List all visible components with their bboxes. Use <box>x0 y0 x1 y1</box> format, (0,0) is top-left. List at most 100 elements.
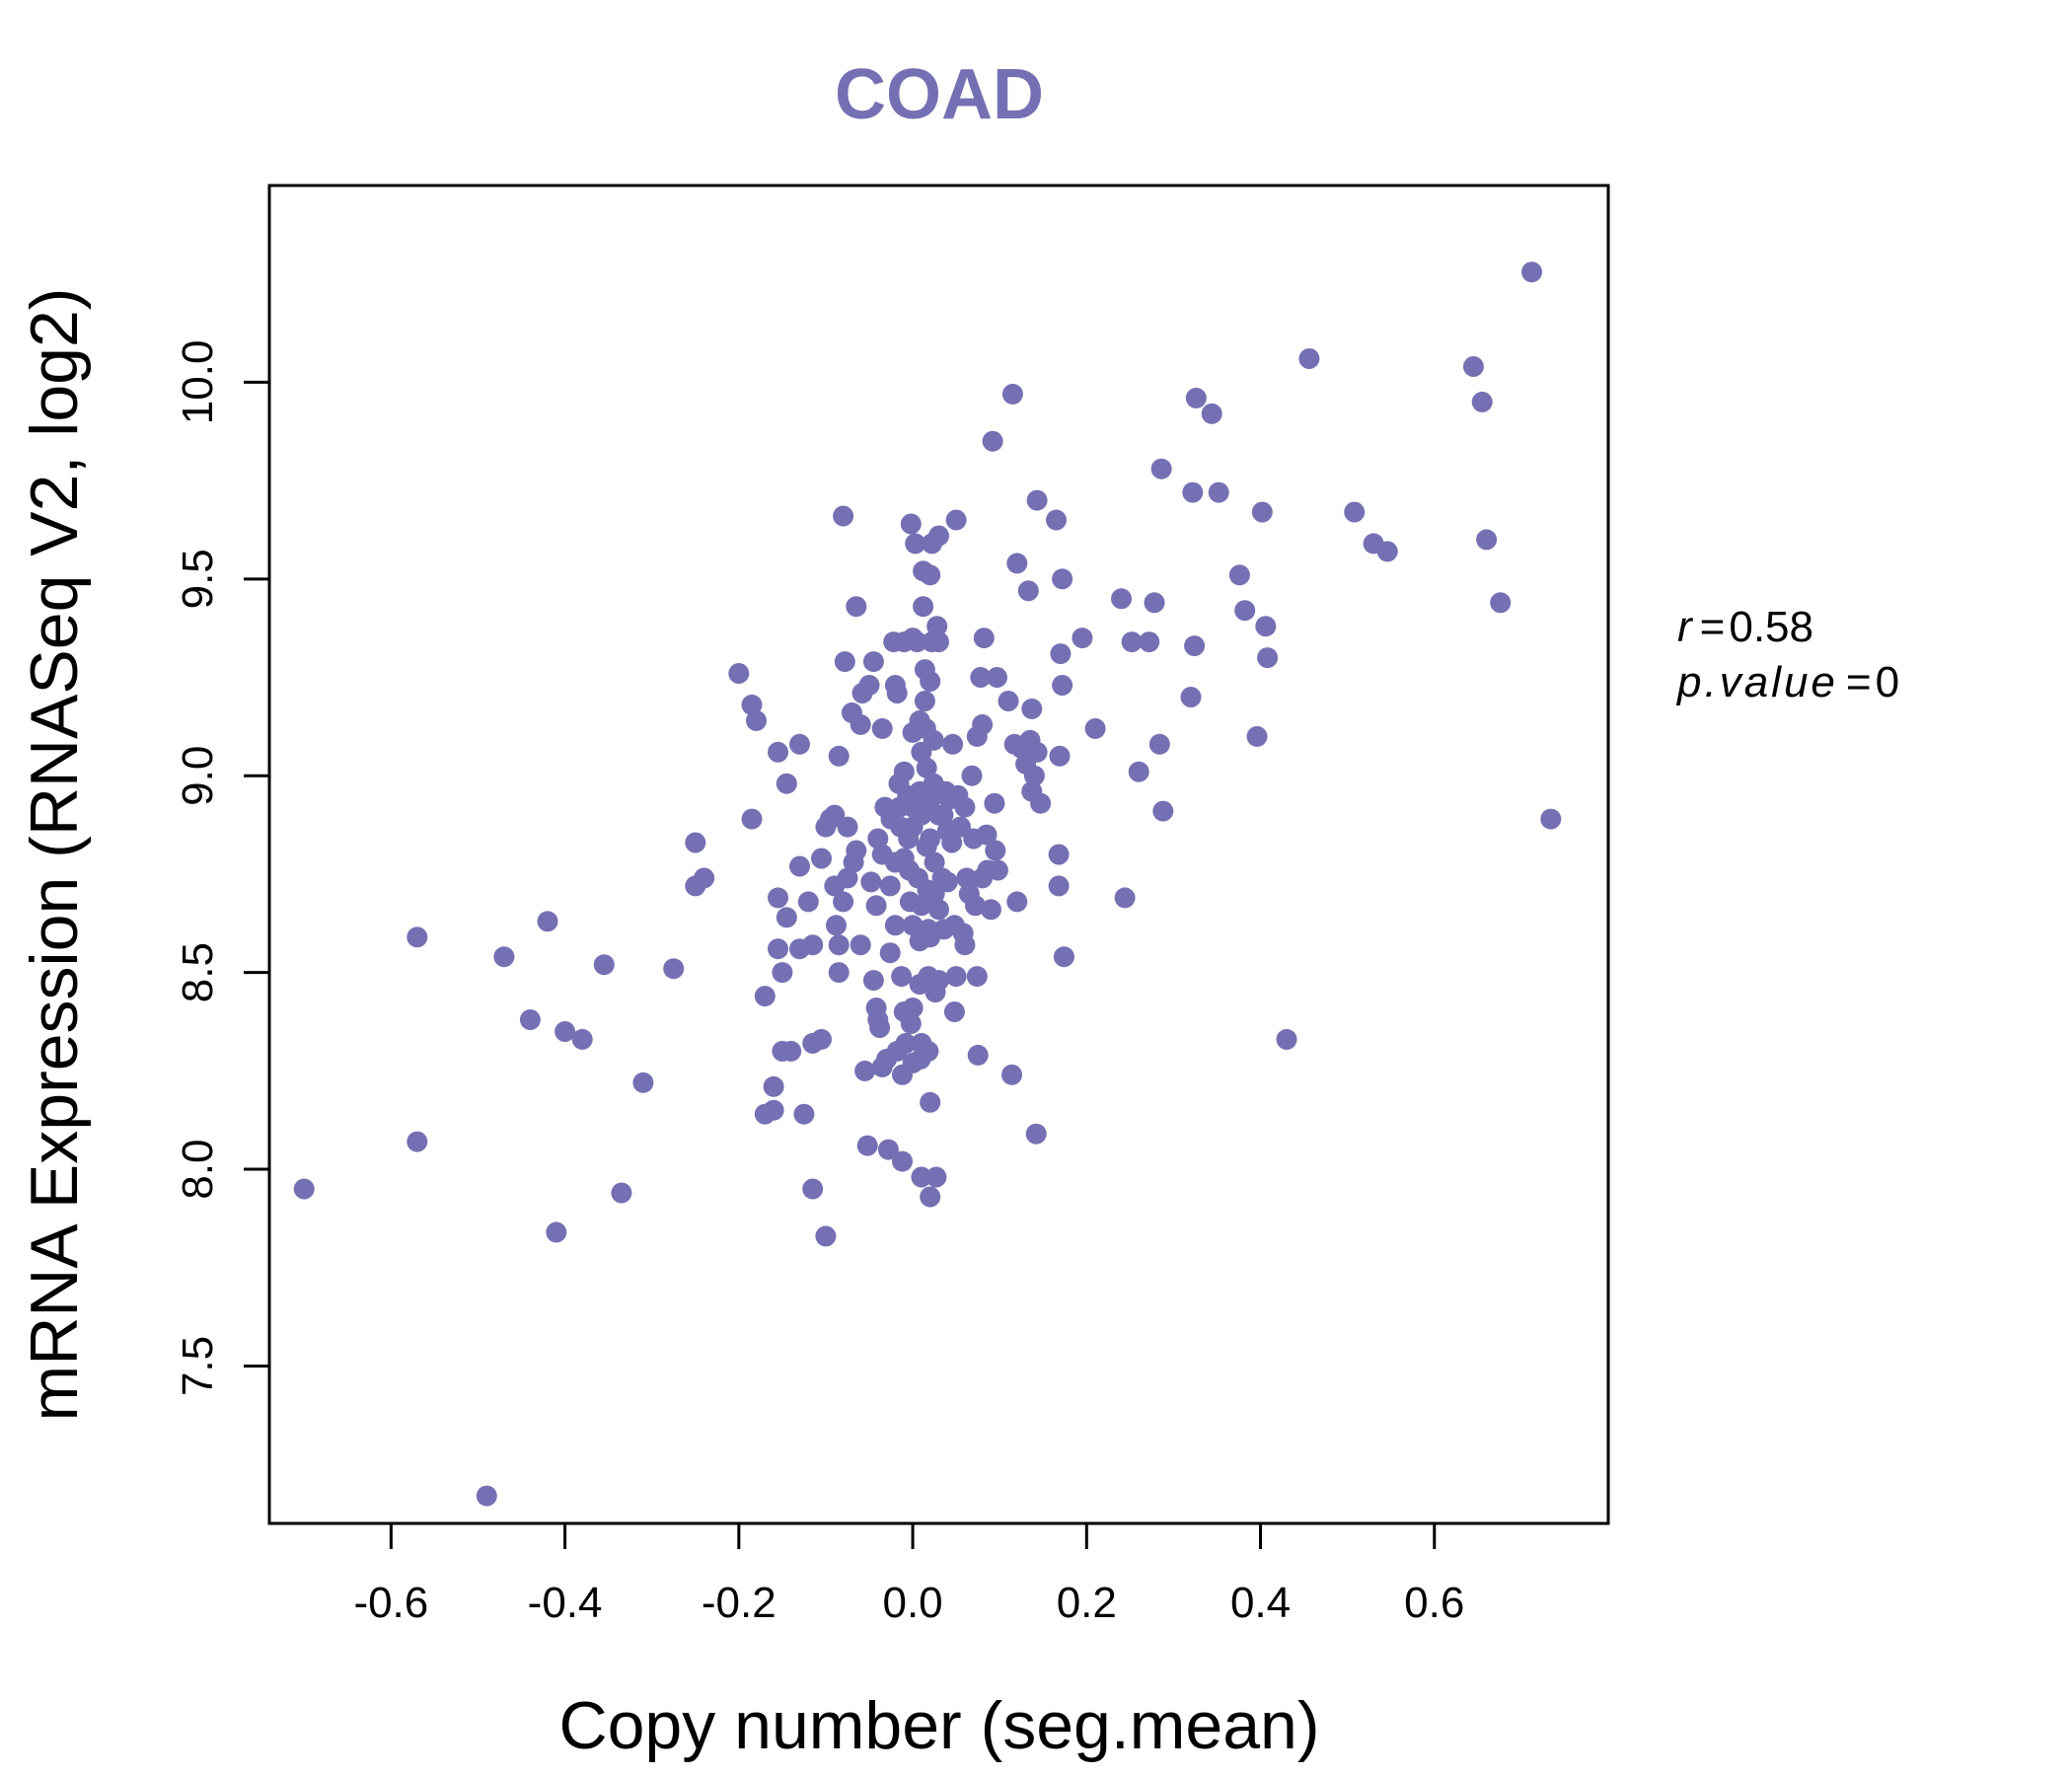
data-point-52 <box>833 505 854 527</box>
x-tick-label: 0.0 <box>882 1579 942 1627</box>
data-point-72 <box>867 828 889 850</box>
data-point-34 <box>789 855 810 877</box>
data-point-114 <box>905 533 926 555</box>
data-point-111 <box>902 915 924 936</box>
r-value: 0.58 <box>1729 603 1813 651</box>
data-point-158 <box>928 970 949 992</box>
data-point-161 <box>932 804 954 826</box>
data-point-16 <box>694 867 715 889</box>
data-point-27 <box>768 938 788 960</box>
data-point-23 <box>763 1075 784 1097</box>
data-point-30 <box>776 773 797 794</box>
data-point-245 <box>1257 647 1279 669</box>
data-point-250 <box>1376 541 1398 562</box>
data-point-221 <box>1052 675 1073 696</box>
data-point-224 <box>1084 717 1106 739</box>
data-point-153 <box>926 616 948 637</box>
y-axis: 7.5 8.0 8.5 9.0 9.5 10.0 <box>174 340 271 1396</box>
data-point-178 <box>956 867 978 889</box>
data-point-155 <box>928 631 949 653</box>
data-point-100 <box>895 1032 917 1054</box>
data-point-243 <box>1251 501 1273 523</box>
data-point-217 <box>1048 875 1070 897</box>
y-tick-label: 8.5 <box>174 942 222 1002</box>
data-point-200 <box>1001 383 1023 405</box>
data-point-44 <box>815 1225 837 1247</box>
data-point-208 <box>1021 698 1043 719</box>
x-tick-label: -0.4 <box>528 1579 603 1627</box>
data-point-193 <box>982 430 1003 452</box>
data-point-149 <box>924 851 945 873</box>
data-point-87 <box>884 915 906 936</box>
data-point-235 <box>1182 481 1204 503</box>
data-point-227 <box>1121 631 1143 653</box>
data-point-62 <box>850 934 871 956</box>
data-point-213 <box>1026 741 1048 763</box>
data-point-203 <box>1006 553 1028 574</box>
data-point-236 <box>1184 635 1206 657</box>
data-point-41 <box>811 848 832 869</box>
data-point-244 <box>1255 616 1277 637</box>
data-point-157 <box>928 899 949 921</box>
data-point-66 <box>858 675 880 696</box>
data-point-71 <box>865 895 887 917</box>
data-point-67 <box>860 871 882 893</box>
data-point-196 <box>987 667 1007 688</box>
data-point-25 <box>768 741 788 763</box>
data-point-253 <box>1476 529 1498 551</box>
r-equals: = <box>1700 603 1726 651</box>
data-point-9 <box>571 1028 593 1050</box>
data-point-137 <box>918 1040 939 1062</box>
data-point-189 <box>973 628 995 649</box>
data-point-186 <box>970 667 992 688</box>
data-point-128 <box>913 596 934 618</box>
data-point-18 <box>741 694 763 715</box>
data-point-152 <box>925 1166 947 1188</box>
data-point-215 <box>1046 509 1067 531</box>
data-point-89 <box>886 683 908 703</box>
data-point-239 <box>1208 481 1229 503</box>
data-point-56 <box>837 867 858 889</box>
data-point-21 <box>754 986 776 1007</box>
data-point-195 <box>985 840 1006 861</box>
data-point-165 <box>936 871 958 893</box>
data-point-13 <box>663 958 685 980</box>
data-point-252 <box>1471 391 1493 412</box>
p-value-annotation: p.value =0 <box>1675 658 1899 706</box>
data-point-197 <box>987 859 1008 881</box>
data-point-225 <box>1111 588 1132 610</box>
data-point-132 <box>916 757 937 778</box>
data-point-254 <box>1490 592 1512 614</box>
data-point-202 <box>1006 891 1028 913</box>
data-point-232 <box>1150 458 1172 480</box>
y-tick-label: 9.5 <box>174 549 222 609</box>
x-tick-label: 0.6 <box>1404 1579 1464 1627</box>
y-axis-label: mRNA Expression (RNASeq V2, log2) <box>17 288 92 1422</box>
data-point-222 <box>1053 946 1074 968</box>
data-point-192 <box>980 899 1001 921</box>
data-point-61 <box>850 713 871 735</box>
r-label: r <box>1677 603 1694 651</box>
data-point-10 <box>593 954 615 976</box>
data-point-5 <box>519 1009 541 1030</box>
data-point-216 <box>1048 844 1070 865</box>
data-point-17 <box>728 663 750 684</box>
data-point-126 <box>911 1166 932 1188</box>
data-point-26 <box>768 887 788 909</box>
data-point-65 <box>856 1135 878 1156</box>
data-point-218 <box>1049 745 1071 767</box>
data-point-168 <box>942 733 964 755</box>
data-point-49 <box>828 934 850 956</box>
data-point-219 <box>1050 643 1072 665</box>
data-point-93 <box>891 966 913 988</box>
p-label: p.value <box>1675 658 1838 706</box>
data-point-3 <box>476 1485 497 1507</box>
data-point-180 <box>961 765 983 786</box>
data-point-51 <box>828 745 850 767</box>
data-point-7 <box>546 1221 567 1243</box>
data-point-54 <box>834 651 855 673</box>
data-point-64 <box>854 1060 876 1081</box>
data-point-194 <box>984 792 1005 814</box>
x-tick-label: -0.6 <box>353 1579 428 1627</box>
